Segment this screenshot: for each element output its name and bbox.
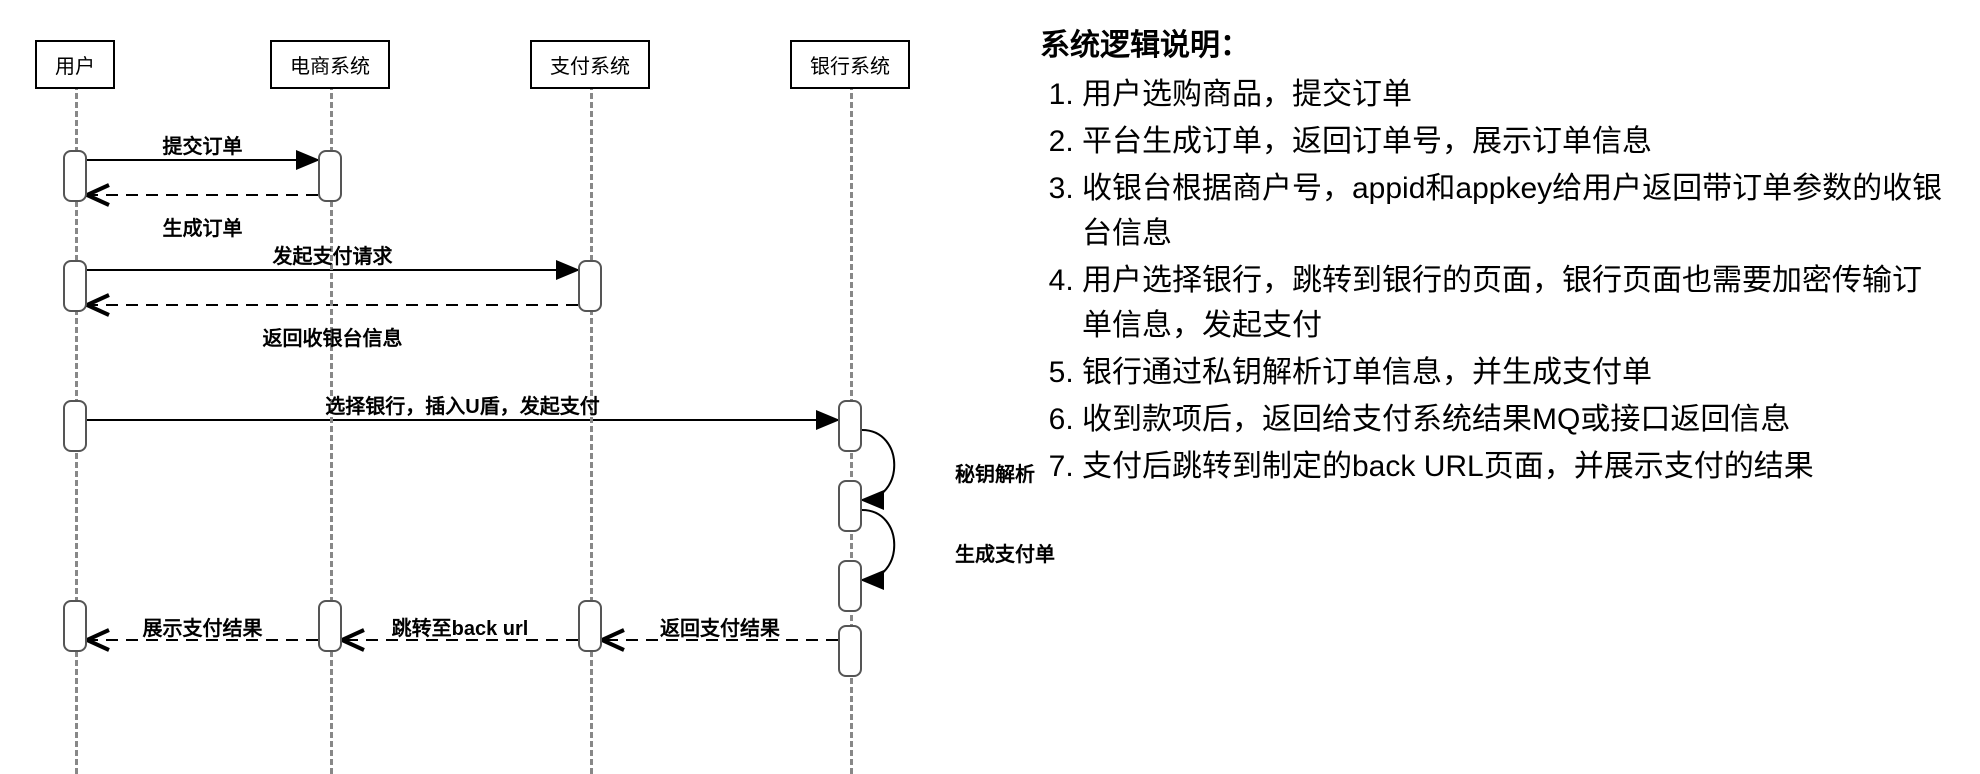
activation-box xyxy=(578,600,602,652)
activation-box xyxy=(63,400,87,452)
activation-box xyxy=(838,480,862,532)
activation-box xyxy=(318,150,342,202)
explanation-title: 系统逻辑说明： xyxy=(1040,20,1950,64)
actor-box-ecom: 电商系统 xyxy=(270,40,390,89)
self-message-label: 生成支付单 xyxy=(955,538,1055,567)
message-label: 返回收银台信息 xyxy=(263,322,403,351)
explanation-item: 用户选择银行，跳转到银行的页面，银行页面也需要加密传输订单信息，发起支付 xyxy=(1082,258,1950,348)
actor-box-pay: 支付系统 xyxy=(530,40,650,89)
sequence-diagram: 用户 电商系统 支付系统 银行系统提交订单生成订单发起支付请求返回收银台信息选择银行，… xyxy=(0,0,1030,774)
lifeline xyxy=(590,84,593,774)
explanation-panel: 系统逻辑说明： 用户选购商品，提交订单平台生成订单，返回订单号，展示订单信息收银… xyxy=(1030,0,1980,774)
activation-box xyxy=(63,600,87,652)
message-label: 返回支付结果 xyxy=(660,612,780,641)
activation-box xyxy=(838,400,862,452)
activation-box xyxy=(63,150,87,202)
actor-box-user: 用户 xyxy=(35,40,115,89)
message-label: 跳转至back url xyxy=(392,612,529,641)
activation-box xyxy=(63,260,87,312)
activation-box xyxy=(318,600,342,652)
message-label: 选择银行，插入U盾，发起支付 xyxy=(325,390,599,419)
message-label: 提交订单 xyxy=(163,130,243,159)
explanation-item: 收银台根据商户号，appid和appkey给用户返回带订单参数的收银台信息 xyxy=(1082,166,1950,256)
activation-box xyxy=(838,625,862,677)
explanation-item: 银行通过私钥解析订单信息，并生成支付单 xyxy=(1082,350,1950,395)
message-label: 生成订单 xyxy=(163,212,243,241)
actor-box-bank: 银行系统 xyxy=(790,40,910,89)
self-message-label: 秘钥解析 xyxy=(955,458,1035,487)
explanation-item: 支付后跳转到制定的back URL页面，并展示支付的结果 xyxy=(1082,444,1950,489)
explanation-list: 用户选购商品，提交订单平台生成订单，返回订单号，展示订单信息收银台根据商户号，a… xyxy=(1040,72,1950,489)
explanation-item: 用户选购商品，提交订单 xyxy=(1082,72,1950,117)
message-label: 展示支付结果 xyxy=(143,612,263,641)
message-label: 发起支付请求 xyxy=(273,240,393,269)
diagram-svg xyxy=(0,0,1030,774)
explanation-item: 收到款项后，返回给支付系统结果MQ或接口返回信息 xyxy=(1082,397,1950,442)
activation-box xyxy=(838,560,862,612)
activation-box xyxy=(578,260,602,312)
explanation-item: 平台生成订单，返回订单号，展示订单信息 xyxy=(1082,119,1950,164)
